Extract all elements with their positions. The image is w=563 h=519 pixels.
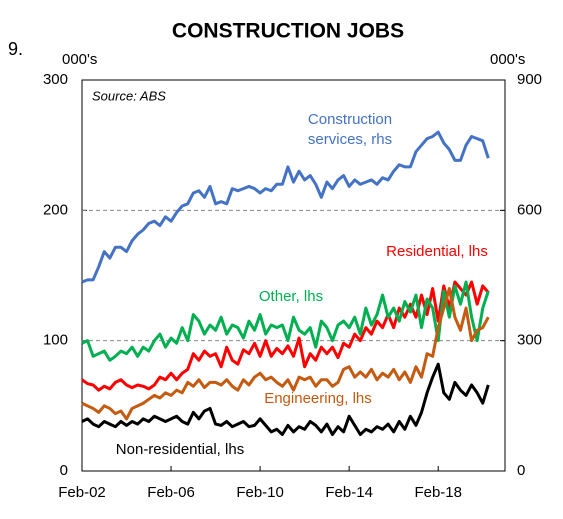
y-tick-label: 100 (43, 332, 68, 349)
y-tick-label: 300 (43, 71, 68, 88)
x-tick-label: Feb-14 (325, 484, 373, 501)
y2-tick-label: 0 (517, 462, 525, 479)
series-label: Other, lhs (258, 288, 324, 305)
y-tick-label: 200 (43, 201, 68, 218)
series-label: Residential, lhs (386, 243, 488, 260)
x-tick-label: Feb-10 (236, 484, 284, 501)
series-line (81, 287, 490, 421)
y2-tick-label: 900 (517, 71, 542, 88)
source: Source: ABS (92, 88, 166, 103)
series-label: Engineering, lhs (264, 390, 372, 407)
x-tick-label: Feb-02 (58, 484, 106, 501)
series-label: Non-residential, lhs (115, 441, 245, 458)
series-label: Construction services, rhs (307, 111, 393, 148)
y2-unit: 000's (490, 51, 525, 68)
y2-tick-label: 600 (517, 201, 542, 218)
y2-tick-label: 300 (517, 332, 542, 349)
y-unit: 000's (62, 51, 97, 68)
plot-frame (81, 79, 506, 472)
x-tick-label: Feb-18 (414, 484, 462, 501)
series-line (81, 280, 490, 392)
y-tick-label: 0 (60, 462, 68, 479)
chart-number: 9. (8, 39, 23, 59)
series-line (81, 362, 490, 437)
chart-title: CONSTRUCTION JOBS (172, 20, 404, 43)
x-tick-label: Feb-06 (147, 484, 195, 501)
series-line (81, 130, 490, 284)
series-line (81, 280, 490, 362)
